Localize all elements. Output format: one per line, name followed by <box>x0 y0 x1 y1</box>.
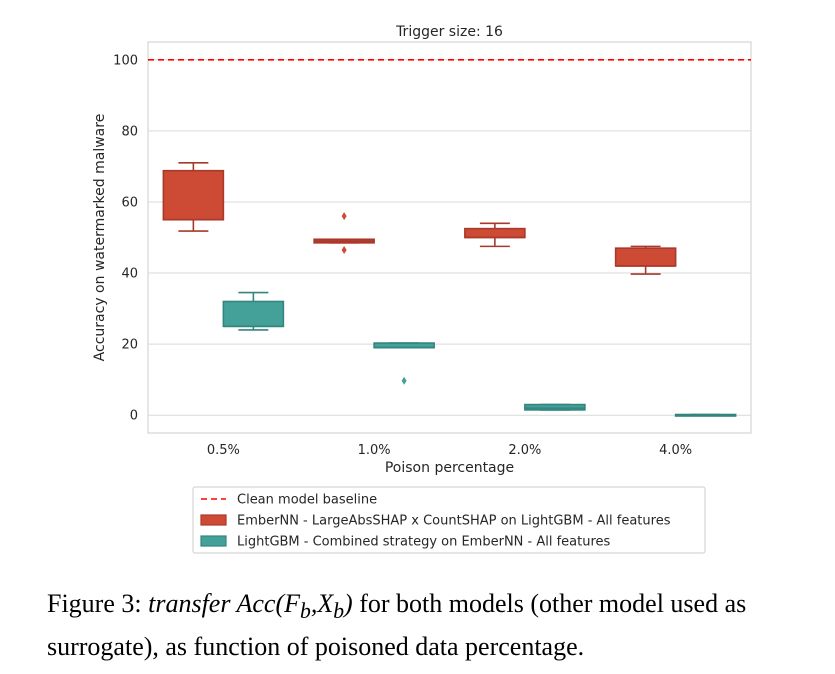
box-0-1 <box>313 212 375 254</box>
legend-baseline-label: Clean model baseline <box>237 493 377 508</box>
y-tick-label: 60 <box>121 195 138 210</box>
box-1-1 <box>373 342 435 385</box>
y-tick-label: 80 <box>121 124 138 139</box>
box-plot-chart: 0 20 40 60 80 100 0.5% 1.0% 2.0% 4.0% Poison perce… <box>92 24 752 554</box>
legend-swatch-0 <box>200 514 227 526</box>
plot-frame <box>147 41 752 434</box>
legend-frame <box>192 486 706 554</box>
x-axis-label: Poison percentage <box>385 460 514 476</box>
y-axis-label: Accuracy on watermarked malware <box>92 114 108 362</box>
box-1-2 <box>524 403 586 411</box>
box-0-0 <box>162 162 225 232</box>
box-body <box>162 169 225 221</box>
x-tick-label: 1.0% <box>358 443 391 458</box>
legend-swatch-1 <box>200 535 227 547</box>
y-tick-label: 40 <box>121 267 138 282</box>
box-body <box>614 247 677 267</box>
x-tick-label: 0.5% <box>207 443 240 458</box>
y-tick-label: 0 <box>130 409 138 424</box>
box-0-3 <box>614 245 677 275</box>
figure-caption: Figure 3: transfer Acc(Fb,Xb) for both m… <box>47 586 817 665</box>
legend-label-0: EmberNN - LargeAbsSHAP x CountSHAP on Li… <box>237 514 671 529</box>
y-tick-label: 100 <box>113 53 138 68</box>
outlier-point <box>341 212 347 221</box>
box-body <box>464 227 526 239</box>
caption-italic: transfer Acc(Fb,Xb) <box>148 589 353 624</box>
x-tick-label: 2.0% <box>508 443 541 458</box>
box-1-0 <box>222 291 285 331</box>
box-body <box>524 403 586 411</box>
y-tick-label: 20 <box>121 338 138 353</box>
caption-rest: for both models (other model used as sur… <box>47 589 747 662</box>
outlier-point <box>341 245 347 254</box>
outlier-point <box>401 376 407 385</box>
box-body <box>222 300 285 328</box>
legend-label-1: LightGBM - Combined strategy on EmberNN … <box>237 535 611 550</box>
box-1-3 <box>674 413 737 417</box>
legend: Clean model baseline EmberNN - LargeAbsSH… <box>192 486 706 554</box>
chart-title: Trigger size: 16 <box>395 24 503 40</box>
x-tick-label: 4.0% <box>659 443 692 458</box>
caption-prefix: Figure 3: <box>47 589 149 618</box>
box-0-2 <box>464 222 526 248</box>
